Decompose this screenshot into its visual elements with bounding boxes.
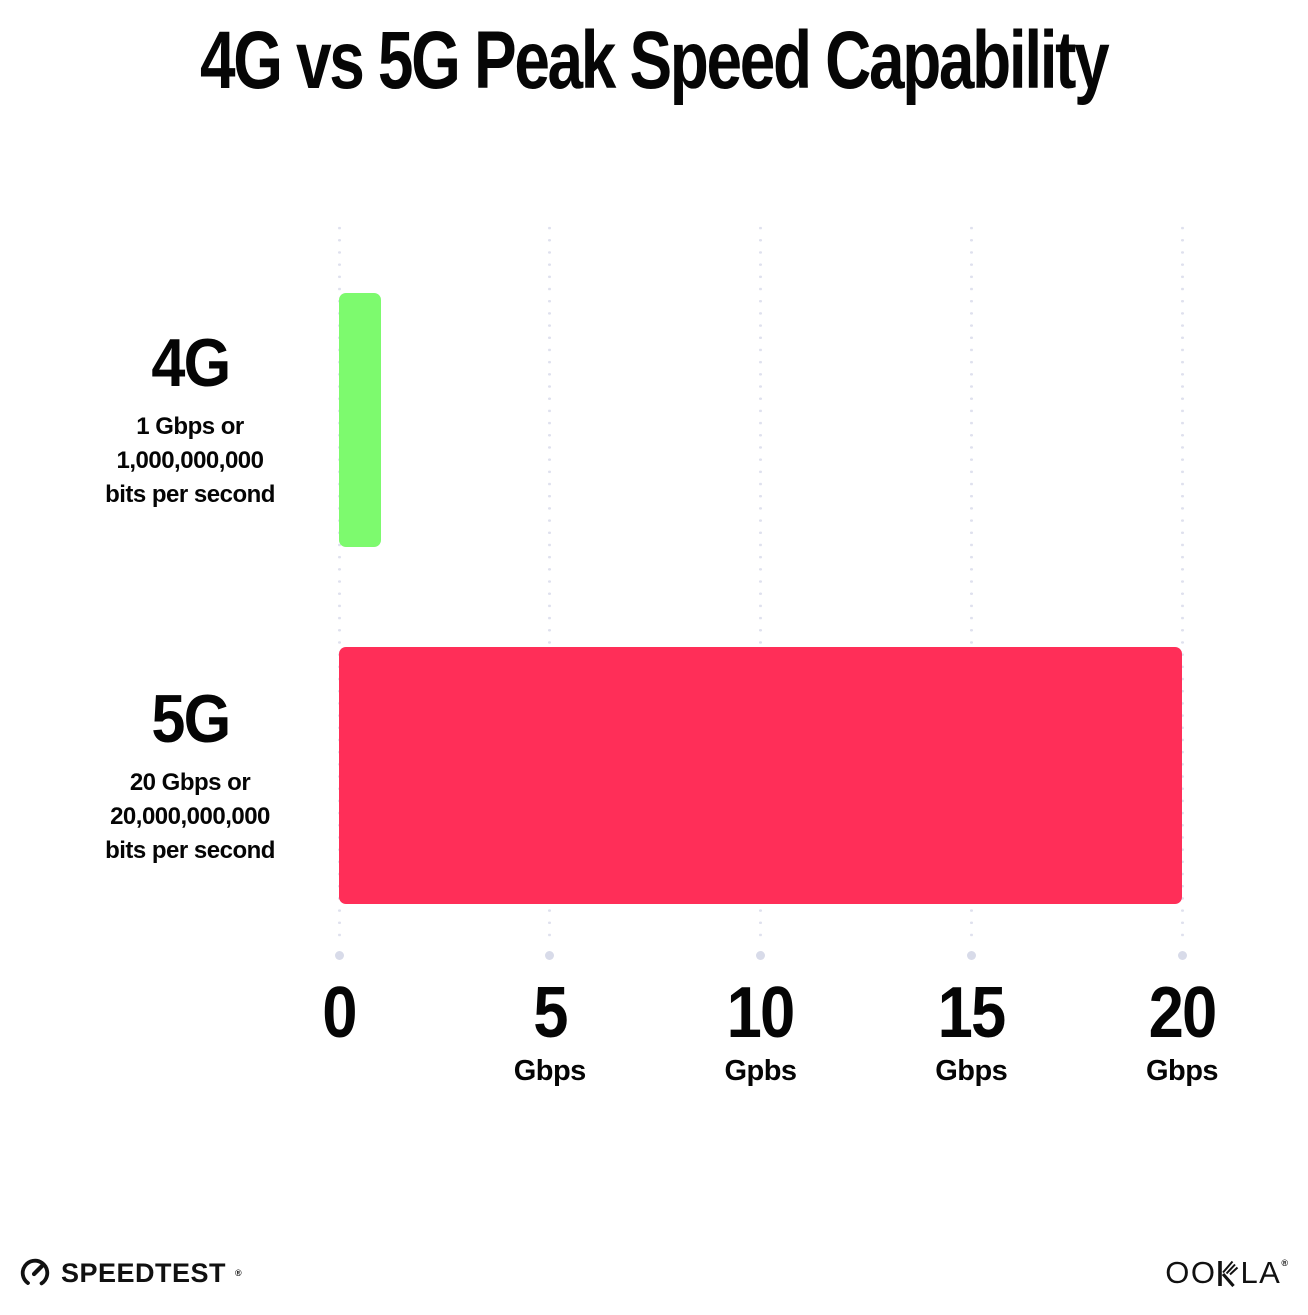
x-tick-unit: Gbps <box>513 1055 587 1087</box>
speedtest-gauge-icon <box>20 1258 50 1288</box>
x-tick-15: 15 Gbps <box>861 976 1081 1088</box>
row-label-sublabel: 1 Gbps or 1,000,000,000 bits per second <box>40 410 340 512</box>
row-label-sublabel-line: 1,000,000,000 <box>116 447 264 474</box>
ookla-wordmark-right: LA <box>1240 1255 1282 1290</box>
row-label-5g: 5G 20 Gbps or 20,000,000,000 bits per secon… <box>40 684 340 868</box>
speedtest-logo: SPEEDTEST ® <box>18 1256 242 1290</box>
gridline-0 <box>337 222 341 944</box>
x-tick-20: 20 Gbps <box>1072 976 1292 1088</box>
row-label-sublabel-line: bits per second <box>105 481 275 508</box>
speedtest-wordmark: SPEEDTEST <box>61 1257 227 1288</box>
x-tick-label: 0 <box>322 973 357 1053</box>
row-label-heading: 5G <box>150 681 231 757</box>
gridline-10 <box>759 222 762 944</box>
bar-5g <box>339 647 1182 904</box>
row-label-sublabel-line: 20,000,000,000 <box>110 803 270 830</box>
x-tick-label: 5 <box>533 973 568 1053</box>
x-tick-0: 0 <box>229 976 449 1050</box>
chart-title-text: 4G vs 5G Peak Speed Capability <box>200 15 1110 106</box>
x-tick-unit: Gpbs <box>724 1055 797 1087</box>
row-label-sublabel-line: bits per second <box>105 837 275 864</box>
chart-title: 4G vs 5G Peak Speed Capability <box>0 14 1308 108</box>
gridline-5 <box>548 222 552 944</box>
gridline-end-dot-0 <box>334 951 344 960</box>
row-label-sublabel-line: 20 Gbps or <box>129 769 251 796</box>
plot-area <box>334 222 1187 962</box>
ookla-logo: OO LA ® <box>1165 1255 1288 1290</box>
ookla-k-icon <box>1218 1260 1239 1287</box>
gridline-20 <box>1180 222 1184 944</box>
x-tick-10: 10 Gpbs <box>651 976 871 1088</box>
x-tick-label: 20 <box>1148 973 1218 1053</box>
x-tick-label: 10 <box>727 973 796 1053</box>
bar-4g <box>339 293 382 547</box>
x-tick-5: 5 Gbps <box>440 976 660 1088</box>
speedtest-registered-mark: ® <box>235 1268 242 1278</box>
gridline-end-dot-15 <box>966 951 976 960</box>
x-tick-unit: Gbps <box>1145 1055 1219 1087</box>
gridline-end-dot-20 <box>1177 951 1187 960</box>
gridline-end-dot-10 <box>756 951 765 960</box>
row-label-sublabel-line: 1 Gbps or <box>136 413 244 440</box>
ookla-registered-mark: ® <box>1281 1258 1288 1268</box>
row-label-sublabel: 20 Gbps or 20,000,000,000 bits per second <box>40 766 340 868</box>
x-tick-unit: Gbps <box>935 1055 1008 1087</box>
ookla-wordmark-left: OO <box>1165 1255 1217 1290</box>
gridline-15 <box>969 222 973 944</box>
row-label-4g: 4G 1 Gbps or 1,000,000,000 bits per second <box>40 328 340 512</box>
x-tick-label: 15 <box>937 973 1007 1053</box>
row-label-heading: 4G <box>150 325 231 401</box>
gridline-end-dot-5 <box>545 951 555 960</box>
